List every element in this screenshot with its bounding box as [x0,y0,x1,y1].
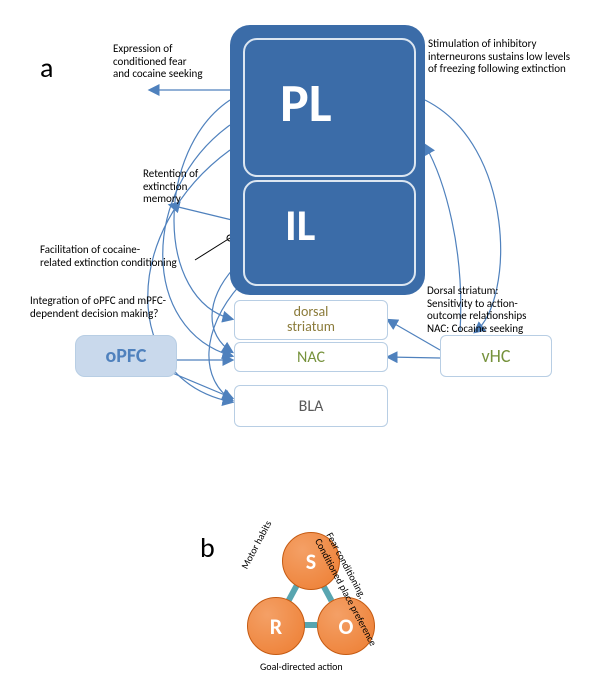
edge-label: Goal-directed action [260,660,343,673]
il-label: IL [285,198,315,252]
annot-integration: Integration of oPFC and mPFC-dependent d… [30,295,200,320]
bla-node: BLA [234,385,388,427]
panel-a-label: a [40,50,53,85]
edge-label: Motor habits [238,518,274,571]
il-frame [243,180,416,286]
edge-bar [303,622,317,628]
arrow [170,205,232,220]
panel-b-label: b [200,530,215,565]
annot-expression: Expression ofconditioned fearand cocaine… [113,43,223,81]
opfc-node: oPFC [75,335,177,377]
vhc-node: vHC [440,335,552,377]
nac-node: NAC [234,342,388,372]
pl-label: PL [280,70,332,136]
annot-retention: Retention ofextinctionmemory [143,168,233,206]
arrow [163,125,232,356]
arrow [174,100,232,319]
annot-stimulation: Stimulation of inhibitoryinterneurons su… [428,38,598,76]
dorsal-striatum-node: dorsalstriatum [234,300,388,340]
arrow [388,357,440,358]
annot-facilitation: Facilitation of cocaine-related extincti… [40,244,205,269]
arrow [170,372,232,398]
circle-r: R [247,597,305,655]
figure-canvas: a b PL IL dorsalstriatum NAC BLA vHC oPF… [0,0,600,691]
annot-dorsal-text: Dorsal striatum:Sensitivity to action-ou… [427,285,557,336]
